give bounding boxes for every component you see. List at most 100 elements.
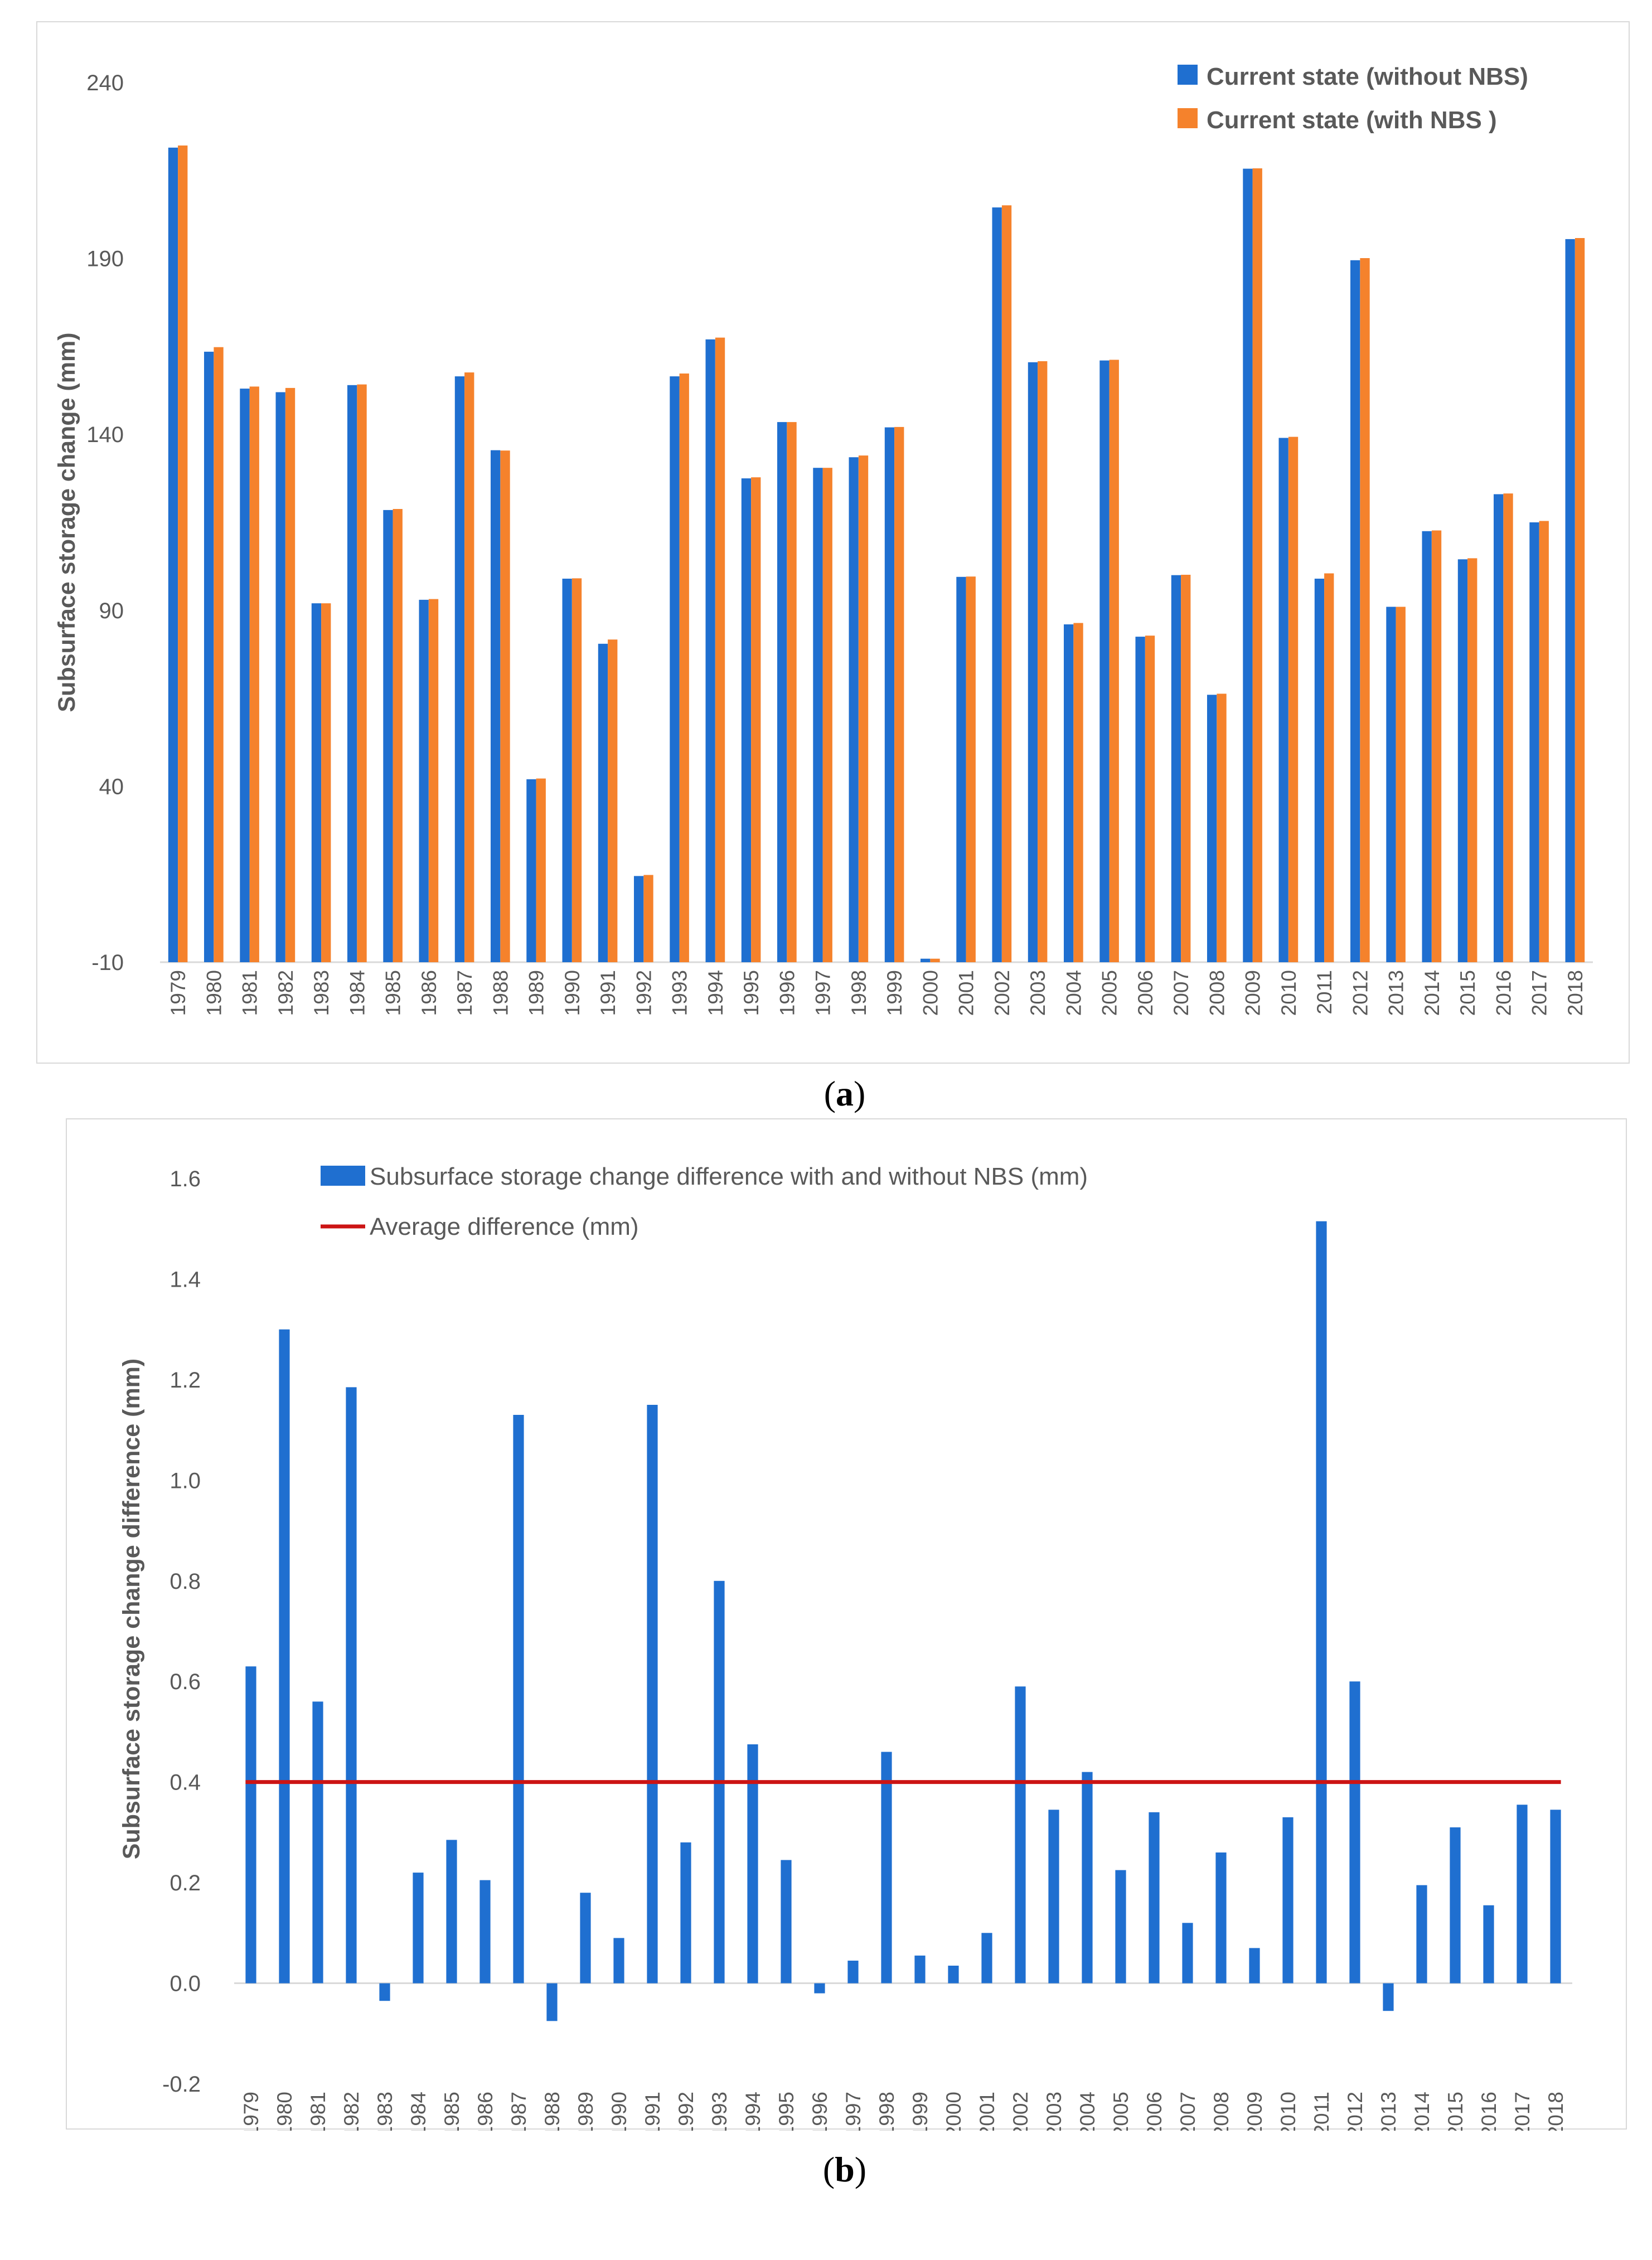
x-tick-label: 2002 [991,970,1014,1016]
x-tick-label: 1997 [842,2092,865,2131]
x-tick-label: 2007 [1170,970,1193,1016]
bar-without-nbs [1350,260,1360,962]
bar-with-nbs [1539,521,1549,962]
bar-difference [1450,1827,1461,1983]
bar-difference [1483,1905,1494,1983]
x-tick-label: 2015 [1444,2092,1467,2131]
x-tick-label: 1987 [453,970,476,1016]
bar-without-nbs [1386,607,1396,962]
y-tick-label: -10 [91,950,124,975]
y-tick-label: 0.0 [169,1972,201,1996]
bar-difference [546,1983,558,2021]
bar-difference [479,1880,491,1983]
x-tick-label: 1996 [808,2092,831,2131]
x-tick-label: 1983 [310,970,333,1016]
bar-without-nbs [1099,360,1110,962]
bar-with-nbs [1288,437,1299,962]
caption-a-letter: a [836,1074,854,1113]
legend-label-without-nbs: Current state (without NBS) [1207,63,1528,90]
y-tick-label: 240 [86,71,124,95]
bar-with-nbs [751,477,761,962]
x-tick-label: 2002 [1009,2092,1032,2131]
x-tick-label: 2015 [1456,970,1479,1016]
x-tick-label: 1997 [812,970,835,1016]
bar-without-nbs [1135,637,1145,962]
bar-with-nbs [858,455,869,962]
bar-difference [1316,1221,1327,1983]
bar-without-nbs [956,576,966,962]
x-tick-label: 1998 [875,2092,898,2131]
bar-difference [1249,1948,1260,1983]
x-tick-label: 1988 [541,2092,564,2131]
x-tick-label: 1994 [742,2092,764,2131]
bar-with-nbs [894,426,904,962]
x-tick-label: 1982 [274,970,297,1016]
bar-with-nbs [500,450,510,962]
bar-with-nbs [643,875,653,962]
bar-with-nbs [1503,493,1513,962]
bar-difference [1383,1983,1394,2011]
y-tick-label: 40 [99,774,124,799]
x-tick-label: 1991 [597,970,619,1016]
bar-without-nbs [311,603,322,962]
bar-with-nbs [1181,575,1191,962]
legend-label-average: Average difference (mm) [370,1213,639,1240]
bar-without-nbs [741,478,752,962]
bar-without-nbs [813,468,823,962]
x-tick-label: 1985 [440,2092,463,2131]
bar-difference [1517,1805,1528,1983]
bar-without-nbs [347,385,357,962]
legend-swatch-without-nbs [1178,65,1198,85]
x-tick-label: 2007 [1176,2092,1199,2131]
chart-panel-a: 240 190 140 90 40 -10 Subsurface storage chang… [36,21,1630,1064]
bar-without-nbs [204,351,214,962]
x-tick-label: 2005 [1098,970,1121,1016]
x-tick-label: 2013 [1377,2092,1400,2131]
bar-with-nbs [679,374,689,962]
x-tick-label: 1993 [668,970,691,1016]
legend-label-difference: Subsurface storage change difference wit… [370,1163,1088,1190]
x-tick-label: 1991 [641,2092,664,2131]
x-tick-label: 2009 [1243,2092,1266,2131]
caption-a-close: ) [854,1074,866,1113]
chart-a-svg: 240 190 140 90 40 -10 Subsurface storage chang… [54,63,1593,1016]
x-tick-label: 1987 [507,2092,530,2131]
x-tick-label: 1980 [273,2092,296,2131]
x-tick-label: 1981 [307,2092,330,2131]
bar-without-nbs [454,376,465,962]
bar-without-nbs [1278,438,1288,962]
x-tick-label: 2014 [1421,970,1443,1016]
y-tick-label: 0.4 [169,1771,201,1795]
bar-without-nbs [491,450,501,962]
x-tick-label: 1988 [489,970,512,1016]
bar-difference [1182,1923,1193,1983]
bar-without-nbs [240,389,250,962]
x-tick-label: 1998 [847,970,870,1016]
bar-with-nbs [428,599,439,962]
x-tick-label: 1989 [574,2092,597,2131]
bar-difference [914,1955,926,1983]
x-tick-label: 1984 [407,2092,430,2131]
bar-with-nbs [321,603,331,962]
y-tick-label: 1.0 [169,1468,201,1493]
y-tick-label: 0.2 [169,1871,201,1895]
chart-b-svg: 1.6 1.4 1.2 1.0 0.8 0.6 0.4 0.2 0.0 -0.2 Subsurfac… [118,1163,1572,2131]
x-tick-label: 2004 [1076,2092,1099,2131]
bar-without-nbs [670,376,680,962]
y-tick-label: 140 [86,423,124,447]
bar-with-nbs [966,576,976,962]
y-tick-label: -0.2 [162,2072,201,2097]
bar-without-nbs [562,579,572,962]
bar-difference [1349,1681,1360,1983]
bar-without-nbs [921,958,931,962]
y-tick-label: 90 [99,599,124,623]
bar-difference [847,1961,859,1983]
x-tick-label: 1989 [525,970,548,1016]
bar-difference [1282,1817,1293,1983]
bar-with-nbs [822,468,832,962]
legend-swatch-with-nbs [1178,108,1198,128]
bar-difference [379,1983,390,2001]
x-tick-label: 2012 [1344,2092,1367,2131]
x-tick-label: 2011 [1313,970,1336,1015]
x-tick-label: 1986 [418,970,440,1016]
